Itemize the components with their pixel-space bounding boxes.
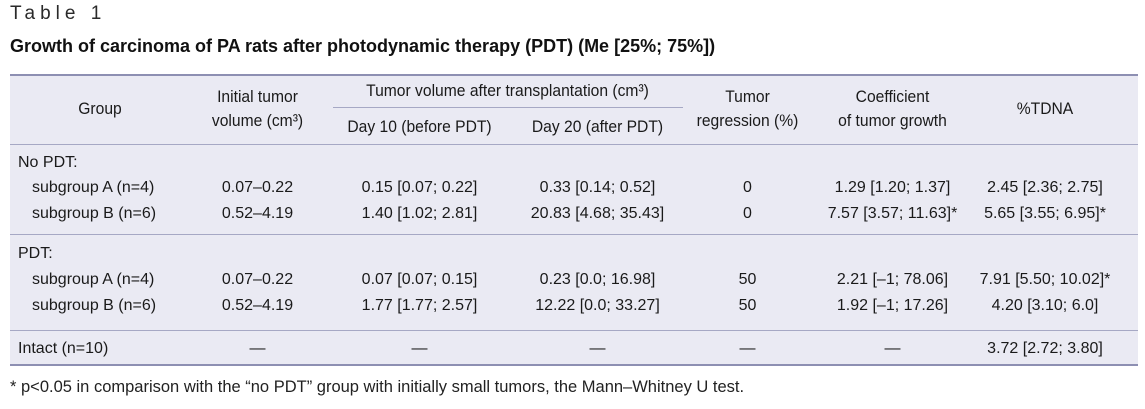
- section-divider: [10, 234, 1138, 235]
- cell-day20: 20.83 [4.68; 35.43]: [530, 205, 665, 222]
- cell-day10: 1.40 [1.02; 2.81]: [361, 205, 478, 222]
- cell-coefficient: 1.92 [–1; 17.26]: [836, 297, 949, 314]
- header-subdivider: [333, 107, 683, 108]
- cell-group: subgroup B (n=6): [32, 297, 157, 314]
- cell-coefficient: 1.29 [1.20; 1.37]: [834, 179, 951, 196]
- cell-regression: 0: [743, 205, 752, 222]
- header-tdna: %TDNA: [1016, 99, 1074, 118]
- cell-coefficient: 2.21 [–1; 78.06]: [836, 271, 949, 288]
- header-divider: [10, 144, 1138, 145]
- cell-group: Intact (n=10): [18, 340, 109, 357]
- section-title-no-pdt: No PDT:: [18, 154, 78, 171]
- header-regression-line1: Tumor: [725, 87, 770, 106]
- section-title-pdt: PDT:: [18, 245, 53, 262]
- header-coefficient-line1: Coefficient: [855, 87, 930, 106]
- section-divider: [10, 330, 1138, 331]
- cell-regression: 0: [743, 179, 752, 196]
- cell-group: subgroup B (n=6): [32, 205, 157, 222]
- cell-tdna: 2.45 [2.36; 2.75]: [987, 179, 1103, 196]
- data-table: Group Initial tumor volume (cm³) Tumor v…: [10, 74, 1138, 366]
- header-tumor-volume: Tumor volume after transplantation (cm³): [366, 81, 649, 100]
- cell-group: subgroup A (n=4): [32, 271, 155, 288]
- cell-day20: 12.22 [0.0; 33.27]: [535, 297, 660, 314]
- header-day20: Day 20 (after PDT): [531, 117, 664, 136]
- cell-coefficient: 7.57 [3.57; 11.63]*: [827, 205, 958, 222]
- header-regression-line2: regression (%): [696, 111, 799, 130]
- cell-initial: 0.07–0.22: [221, 179, 294, 196]
- cell-group: subgroup A (n=4): [32, 179, 155, 196]
- cell-day20: —: [589, 340, 606, 357]
- cell-day10: 1.77 [1.77; 2.57]: [361, 297, 478, 314]
- cell-day10: 0.07 [0.07; 0.15]: [361, 271, 478, 288]
- cell-regression: 50: [738, 271, 757, 288]
- cell-initial: —: [249, 340, 266, 357]
- cell-day10: 0.15 [0.07; 0.22]: [361, 179, 478, 196]
- header-coefficient-line2: of tumor growth: [838, 111, 947, 130]
- cell-tdna: 7.91 [5.50; 10.02]*: [979, 271, 1111, 288]
- cell-tdna: 4.20 [3.10; 6.0]: [991, 297, 1099, 314]
- cell-day10: —: [411, 340, 428, 357]
- cell-regression: —: [739, 340, 756, 357]
- table-title: Growth of carcinoma of PA rats after pho…: [10, 36, 716, 56]
- cell-initial: 0.52–4.19: [221, 297, 294, 314]
- table-label: Table 1: [10, 3, 107, 24]
- cell-initial: 0.52–4.19: [221, 205, 294, 222]
- cell-initial: 0.07–0.22: [221, 271, 294, 288]
- cell-tdna: 5.65 [3.55; 6.95]*: [984, 205, 1106, 222]
- header-day10: Day 10 (before PDT): [347, 117, 492, 136]
- cell-day20: 0.33 [0.14; 0.52]: [539, 179, 656, 196]
- footnote: * p<0.05 in comparison with the “no PDT”…: [10, 378, 745, 396]
- header-group: Group: [78, 99, 122, 118]
- header-initial-line2: volume (cm³): [211, 111, 304, 130]
- cell-day20: 0.23 [0.0; 16.98]: [539, 271, 656, 288]
- header-initial-line1: Initial tumor: [217, 87, 298, 106]
- cell-coefficient: —: [884, 340, 901, 357]
- cell-tdna: 3.72 [2.72; 3.80]: [987, 340, 1103, 357]
- cell-regression: 50: [738, 297, 757, 314]
